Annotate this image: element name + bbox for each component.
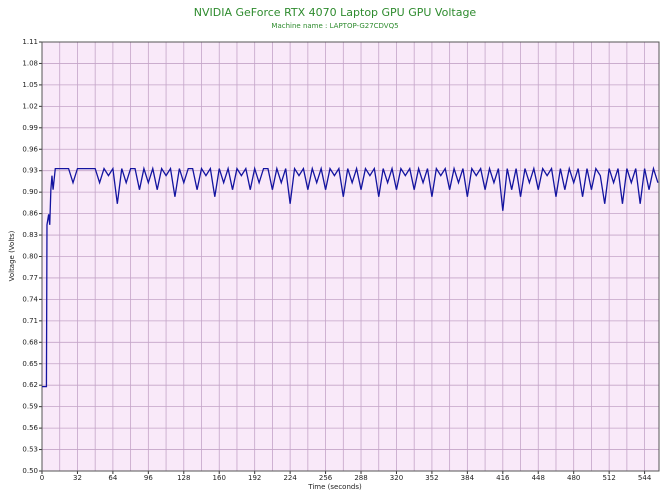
- y-tick-label: 0.59: [22, 403, 38, 411]
- y-tick-label: 0.90: [22, 188, 38, 196]
- chart-subtitle: Machine name : LAPTOP-G27CDVQ5: [271, 22, 398, 30]
- y-tick-label: 0.77: [22, 274, 38, 282]
- voltage-line: [42, 166, 659, 388]
- x-tick-label: 352: [425, 474, 438, 482]
- y-tick-label: 0.74: [22, 295, 38, 303]
- x-tick-label: 128: [177, 474, 190, 482]
- x-tick-label: 224: [283, 474, 297, 482]
- y-tick-label: 1.02: [22, 102, 38, 110]
- x-tick-label: 288: [354, 474, 367, 482]
- x-tick-label: 0: [40, 474, 44, 482]
- x-tick-label: 192: [248, 474, 261, 482]
- x-tick-label: 320: [390, 474, 403, 482]
- x-tick-label: 544: [638, 474, 652, 482]
- y-tick-label: 1.11: [22, 38, 38, 46]
- y-tick-label: 0.56: [22, 424, 38, 432]
- y-tick-label: 0.96: [22, 145, 38, 153]
- y-tick-label: 0.80: [22, 253, 38, 261]
- y-tick-label: 0.93: [22, 167, 38, 175]
- y-axis-label: Voltage (Volts): [8, 230, 16, 281]
- y-tick-label: 0.50: [22, 467, 38, 475]
- x-tick-label: 256: [319, 474, 333, 482]
- x-tick-label: 96: [144, 474, 153, 482]
- y-tick-label: 0.65: [22, 360, 38, 368]
- y-tick-label: 0.99: [22, 124, 38, 132]
- x-tick-label: 416: [496, 474, 510, 482]
- y-tick-label: 0.53: [22, 446, 38, 454]
- x-tick-label: 480: [567, 474, 580, 482]
- x-tick-label: 160: [213, 474, 226, 482]
- y-tick-label: 0.62: [22, 381, 38, 389]
- y-tick-label: 0.83: [22, 231, 38, 239]
- y-tick-label: 0.71: [22, 317, 38, 325]
- y-tick-label: 1.08: [22, 59, 38, 67]
- x-tick-label: 512: [602, 474, 615, 482]
- x-axis-label: Time (seconds): [307, 483, 362, 491]
- y-tick-label: 0.86: [22, 210, 38, 218]
- y-tick-label: 0.68: [22, 338, 38, 346]
- x-tick-label: 448: [532, 474, 545, 482]
- x-tick-label: 32: [73, 474, 82, 482]
- chart-title: NVIDIA GeForce RTX 4070 Laptop GPU GPU V…: [194, 6, 477, 19]
- x-tick-label: 64: [108, 474, 117, 482]
- plot-border: [41, 41, 660, 472]
- y-tick-label: 1.05: [22, 81, 38, 89]
- x-tick-label: 384: [461, 474, 475, 482]
